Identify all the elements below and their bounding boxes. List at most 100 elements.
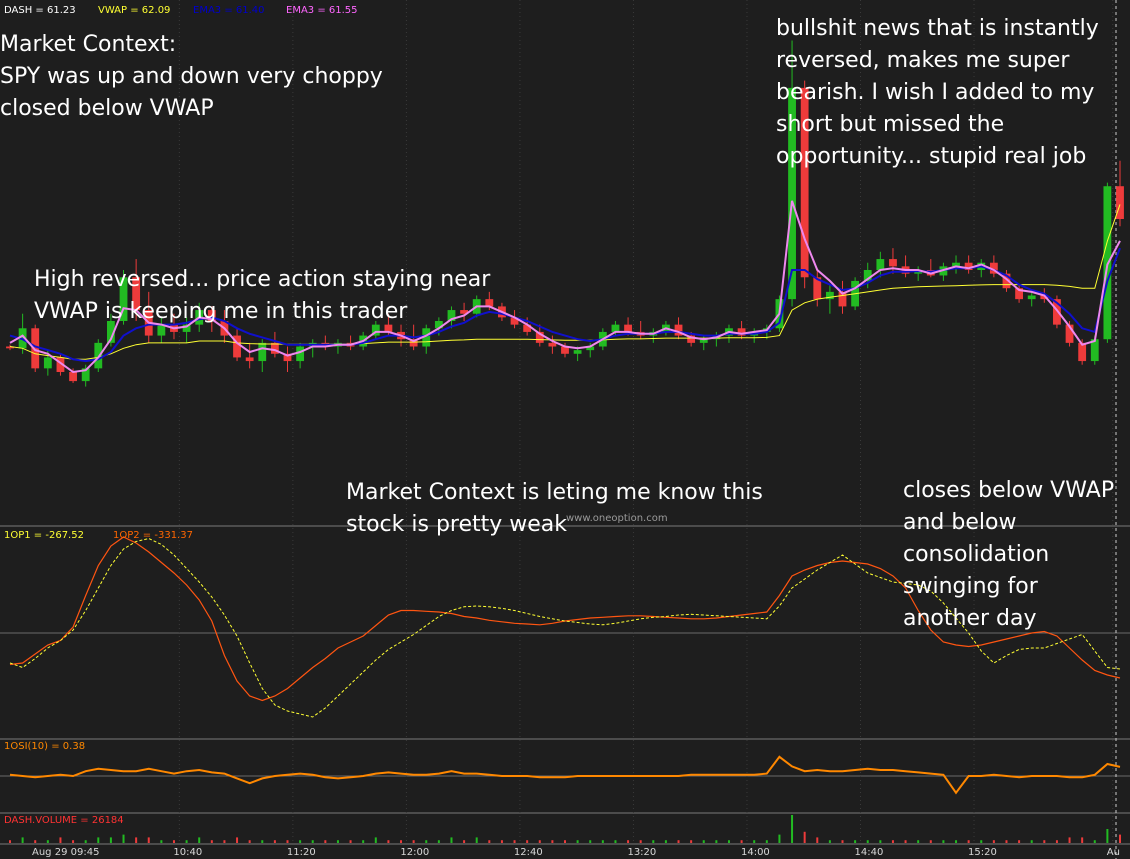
volume-bar (1106, 829, 1109, 843)
volume-bar (160, 840, 163, 843)
candle-up (447, 310, 456, 321)
volume-bar (185, 840, 188, 843)
volume-bar (1081, 837, 1084, 843)
candle-up (863, 270, 872, 281)
volume-bar (980, 840, 983, 843)
candle-down (245, 357, 254, 362)
candle-down (283, 353, 292, 362)
volume-bar (286, 840, 289, 843)
volume-bar (538, 840, 541, 843)
volume-bar (362, 840, 365, 843)
volume-bar (992, 840, 995, 843)
volume-bar (967, 840, 970, 843)
volume-bar (147, 837, 150, 843)
oscillator-panel-1op (9, 536, 1121, 718)
time-tick-label: Au (1107, 847, 1120, 858)
volume-panel (9, 815, 1121, 843)
candle-up (182, 324, 191, 332)
volume-bar (488, 840, 491, 843)
op2-orange-line (9, 536, 1121, 702)
candle-up (296, 346, 305, 362)
volume-bar (248, 840, 251, 843)
volume-bar (450, 837, 453, 843)
annotation-market-context-spy: Market Context: SPY was up and down very… (0, 32, 383, 121)
candle-down (1065, 324, 1074, 343)
volume-bar (336, 840, 339, 843)
volume-bar (627, 840, 630, 843)
candle-down (132, 277, 141, 311)
volume-bar (551, 840, 554, 843)
volume-bar (727, 840, 730, 843)
volume-bar (702, 840, 705, 843)
osi-line (9, 755, 1121, 795)
volume-bar (652, 840, 655, 843)
candle-up (434, 321, 443, 329)
candle-down (6, 346, 14, 349)
candle-down (1116, 186, 1124, 219)
candle-down (485, 299, 494, 307)
volume-bar (753, 840, 756, 843)
legend-price-2: EMA3 = 61.40 (193, 5, 265, 16)
candle-down (31, 328, 40, 369)
volume-bar (46, 840, 49, 843)
candle-up (119, 277, 128, 321)
volume-bar (349, 840, 352, 843)
candle-down (889, 259, 897, 267)
candle-up (157, 324, 166, 336)
volume-bar (475, 837, 478, 843)
volume-bar (223, 840, 226, 843)
annotation-market-context-weak: Market Context is leting me know this st… (346, 480, 763, 537)
volume-bar (740, 840, 743, 843)
candle-down (56, 357, 65, 372)
volume-bar (236, 837, 239, 843)
candle-up (81, 368, 90, 382)
volume-bar (198, 837, 201, 843)
legend-osc2-0: 1OSI(10) = 0.38 (4, 741, 85, 752)
candle-down (233, 335, 241, 358)
legend-price-1: VWAP = 62.09 (98, 5, 170, 16)
volume-bar (639, 840, 642, 843)
volume-bar (614, 840, 617, 843)
candle-down (270, 342, 279, 354)
volume-bar (828, 840, 831, 843)
volume-bar (1030, 840, 1033, 843)
candle-up (825, 291, 834, 300)
candle-up (788, 87, 796, 300)
time-tick-label: 10:40 (173, 847, 202, 858)
volume-bar (72, 840, 75, 843)
candle-down (1053, 299, 1061, 325)
candle-down (561, 346, 569, 354)
candle-down (624, 324, 632, 332)
legend-price-0: DASH = 61.23 (4, 5, 76, 16)
volume-bar (803, 831, 806, 843)
volume-bar (904, 840, 907, 843)
candle-down (989, 262, 998, 274)
legend-price-3: EMA3 = 61.55 (286, 5, 358, 16)
candle-up (611, 324, 620, 332)
time-tick-label: 13:20 (627, 847, 656, 858)
candle-down (813, 277, 822, 300)
volume-bar (866, 840, 869, 843)
volume-bar (97, 837, 100, 843)
candle-up (1027, 295, 1036, 300)
volume-bar (564, 840, 566, 843)
volume-bar (34, 840, 37, 843)
volume-bar (513, 840, 516, 843)
volume-bar (311, 840, 314, 843)
volume-bar (299, 840, 302, 843)
candle-down (687, 335, 696, 343)
candle-up (43, 357, 52, 369)
volume-bar (1068, 837, 1071, 843)
volume-bar (816, 837, 819, 843)
annotation-closes-below: closes below VWAP and below consolidatio… (903, 478, 1115, 631)
time-tick-label: 12:40 (514, 847, 543, 858)
volume-bar (1119, 834, 1121, 843)
volume-bar (1093, 840, 1096, 843)
candle-up (1090, 339, 1099, 362)
volume-bar (942, 840, 945, 843)
volume-bar (400, 840, 403, 843)
candle-down (523, 324, 532, 332)
time-tick-label: 15:20 (968, 847, 997, 858)
